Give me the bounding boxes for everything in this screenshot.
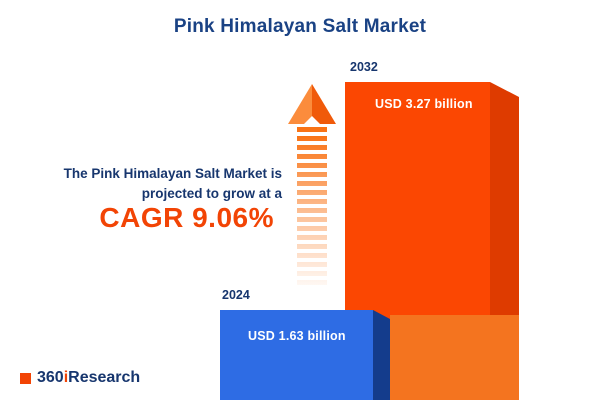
bar-2024-front (220, 310, 373, 400)
bar-2032-year-label: 2032 (350, 60, 378, 74)
logo-prefix: 360 (37, 369, 64, 386)
bar-2024-year-label: 2024 (222, 288, 250, 302)
brand-logo: 360iResearch (20, 369, 140, 387)
tagline-line2: projected to grow at a (141, 185, 282, 201)
cagr-value: CAGR 9.06% (99, 202, 274, 233)
logo-text: 360iResearch (37, 369, 140, 387)
page-title: Pink Himalayan Salt Market (173, 16, 427, 37)
logo-square-icon (20, 372, 31, 384)
logo-i: i (63, 369, 69, 386)
bar-2032-value-label: USD 3.27 billion (375, 97, 473, 111)
growth-arrow-head-left (288, 84, 312, 124)
growth-arrow-stripes (297, 127, 327, 285)
bar-2024-side (373, 310, 390, 400)
tagline-line1: The Pink Himalayan Salt Market is (63, 166, 282, 181)
tagline-text: The Pink Himalayan Salt Market is projec… (28, 164, 282, 203)
logo-suffix: Research (68, 369, 141, 386)
bar-2032-lower-shade (390, 315, 519, 400)
bar-2024-value-label: USD 1.63 billion (248, 329, 346, 343)
growth-arrow-head-right (312, 84, 336, 124)
